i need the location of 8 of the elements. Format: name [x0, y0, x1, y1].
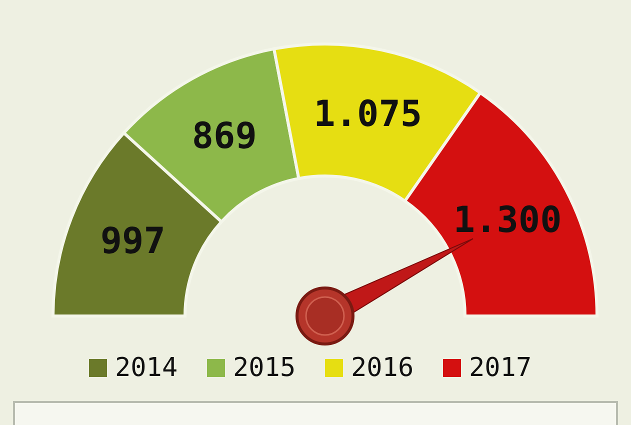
- data-label: 869: [192, 116, 257, 157]
- data-label: 997: [100, 221, 166, 262]
- legend-label: 2017: [469, 353, 532, 383]
- legend-label: 2015: [233, 353, 296, 383]
- data-label: 1.300: [453, 200, 562, 242]
- legend-label: 2014: [115, 353, 178, 383]
- legend-label: 2016: [351, 353, 414, 383]
- data-label: 1.075: [314, 94, 422, 136]
